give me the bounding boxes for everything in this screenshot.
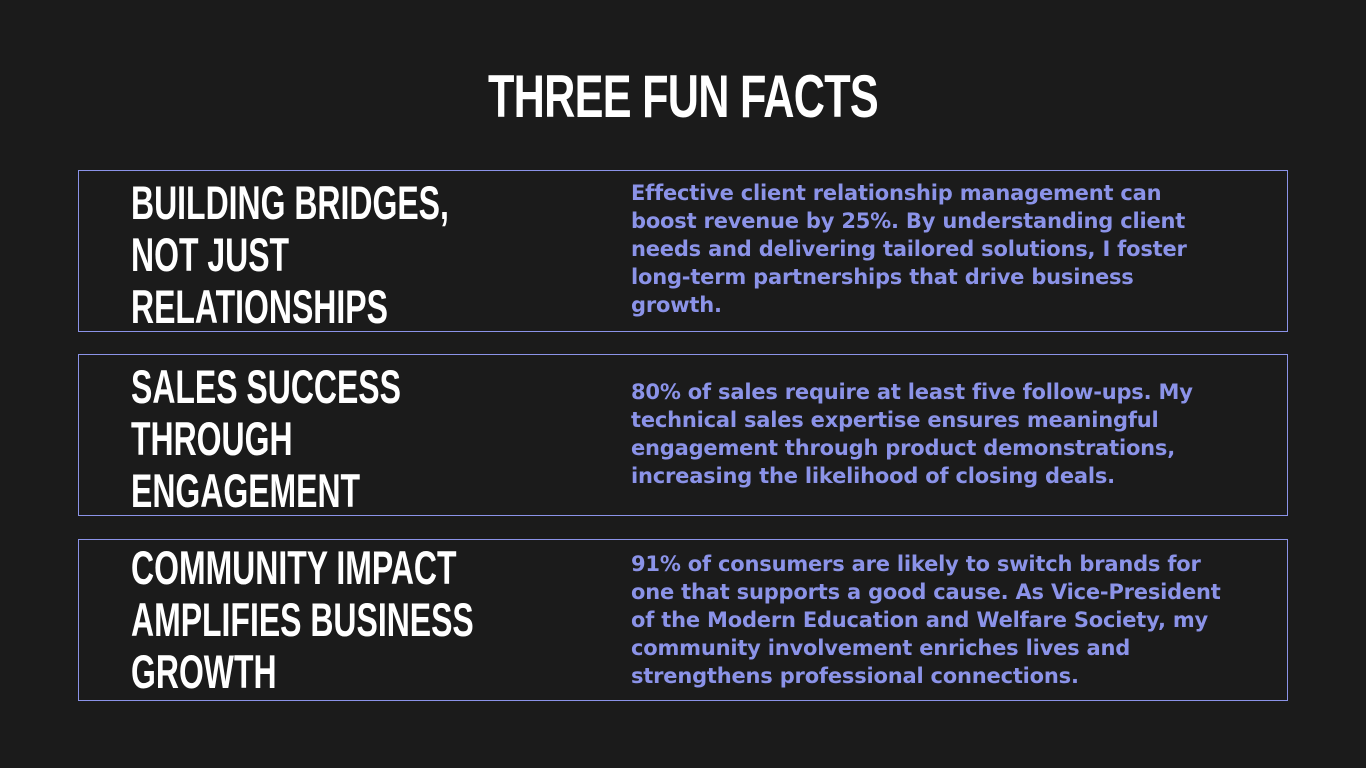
fact-heading: COMMUNITY IMPACT AMPLIFIES BUSINESS GROW… xyxy=(131,541,474,698)
fact-heading: SALES SUCCESS THROUGH ENGAGEMENT xyxy=(131,360,401,517)
fact-body: Effective client relationship management… xyxy=(631,181,1187,317)
slide-title: THREE FUN FACTS xyxy=(487,63,879,130)
fact-body: 80% of sales require at least five follo… xyxy=(631,380,1193,488)
fact-card-1: BUILDING BRIDGES, NOT JUST RELATIONSHIPS… xyxy=(78,170,1288,333)
fact-card-3: COMMUNITY IMPACT AMPLIFIES BUSINESS GROW… xyxy=(78,539,1288,701)
fact-card-2: SALES SUCCESS THROUGH ENGAGEMENT 80% of … xyxy=(78,354,1288,517)
fact-body: 91% of consumers are likely to switch br… xyxy=(631,552,1221,688)
fact-heading: BUILDING BRIDGES, NOT JUST RELATIONSHIPS xyxy=(131,176,449,333)
